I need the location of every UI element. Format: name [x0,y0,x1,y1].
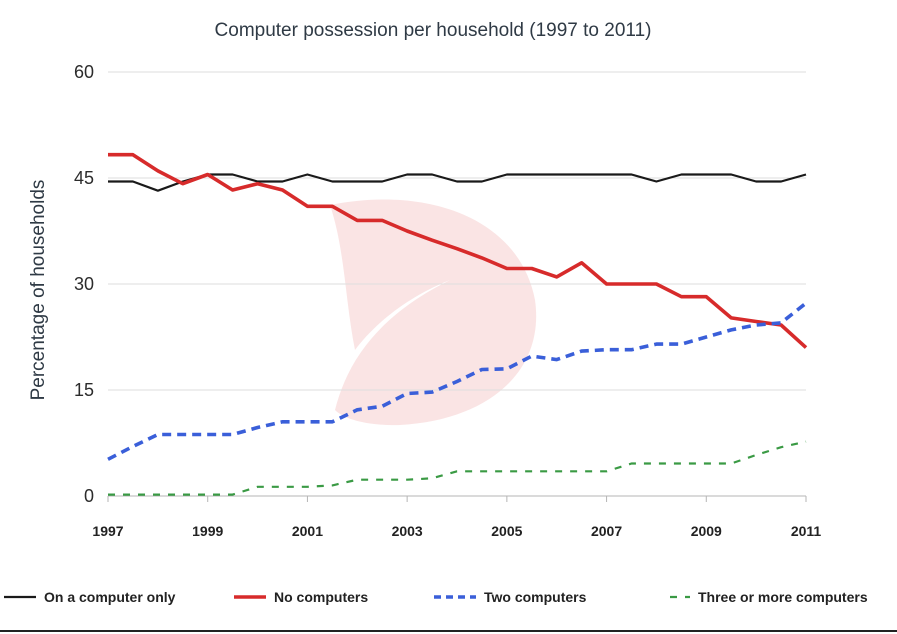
y-tick-label: 0 [84,486,94,506]
y-axis-label: Percentage of households [28,180,49,401]
x-tick-labels: 1997 1999 2001 2003 2005 2007 2009 2011 [92,496,821,539]
legend-label: No computers [274,589,368,605]
legend-item: Two computers [434,589,587,605]
bottom-divider [0,630,897,632]
y-tick-labels: 0 15 30 45 60 [74,62,94,506]
series-line-two-computers [107,301,808,461]
legend-item: On a computer only [4,589,176,605]
x-tick-label: 2003 [392,523,423,539]
legend-item: No computers [234,589,368,605]
y-tick-label: 15 [74,380,94,400]
series-line-three-or-more-computers [108,440,807,496]
x-tick-label: 2001 [292,523,323,539]
legend-label: Two computers [484,589,587,605]
legend-label: On a computer only [44,589,176,605]
x-tick-label: 2009 [691,523,722,539]
series-lines [107,152,808,496]
series-line-on-a-computer-only [108,173,807,192]
x-tick-label: 2011 [791,523,822,539]
series-line-no-computers [108,152,808,349]
x-tick-label: 2005 [491,523,522,539]
x-tick-label: 1997 [92,523,123,539]
y-tick-label: 60 [74,62,94,82]
y-tick-label: 45 [74,168,94,188]
legend: On a computer only No computers Two comput… [4,589,868,605]
legend-item: Three or more computers [670,589,868,605]
x-tick-label: 1999 [192,523,223,539]
y-tick-label: 30 [74,274,94,294]
chart-title: Computer possession per household (1997 … [215,20,652,41]
x-tick-label: 2007 [591,523,622,539]
legend-label: Three or more computers [698,589,868,605]
gridlines [108,71,806,497]
